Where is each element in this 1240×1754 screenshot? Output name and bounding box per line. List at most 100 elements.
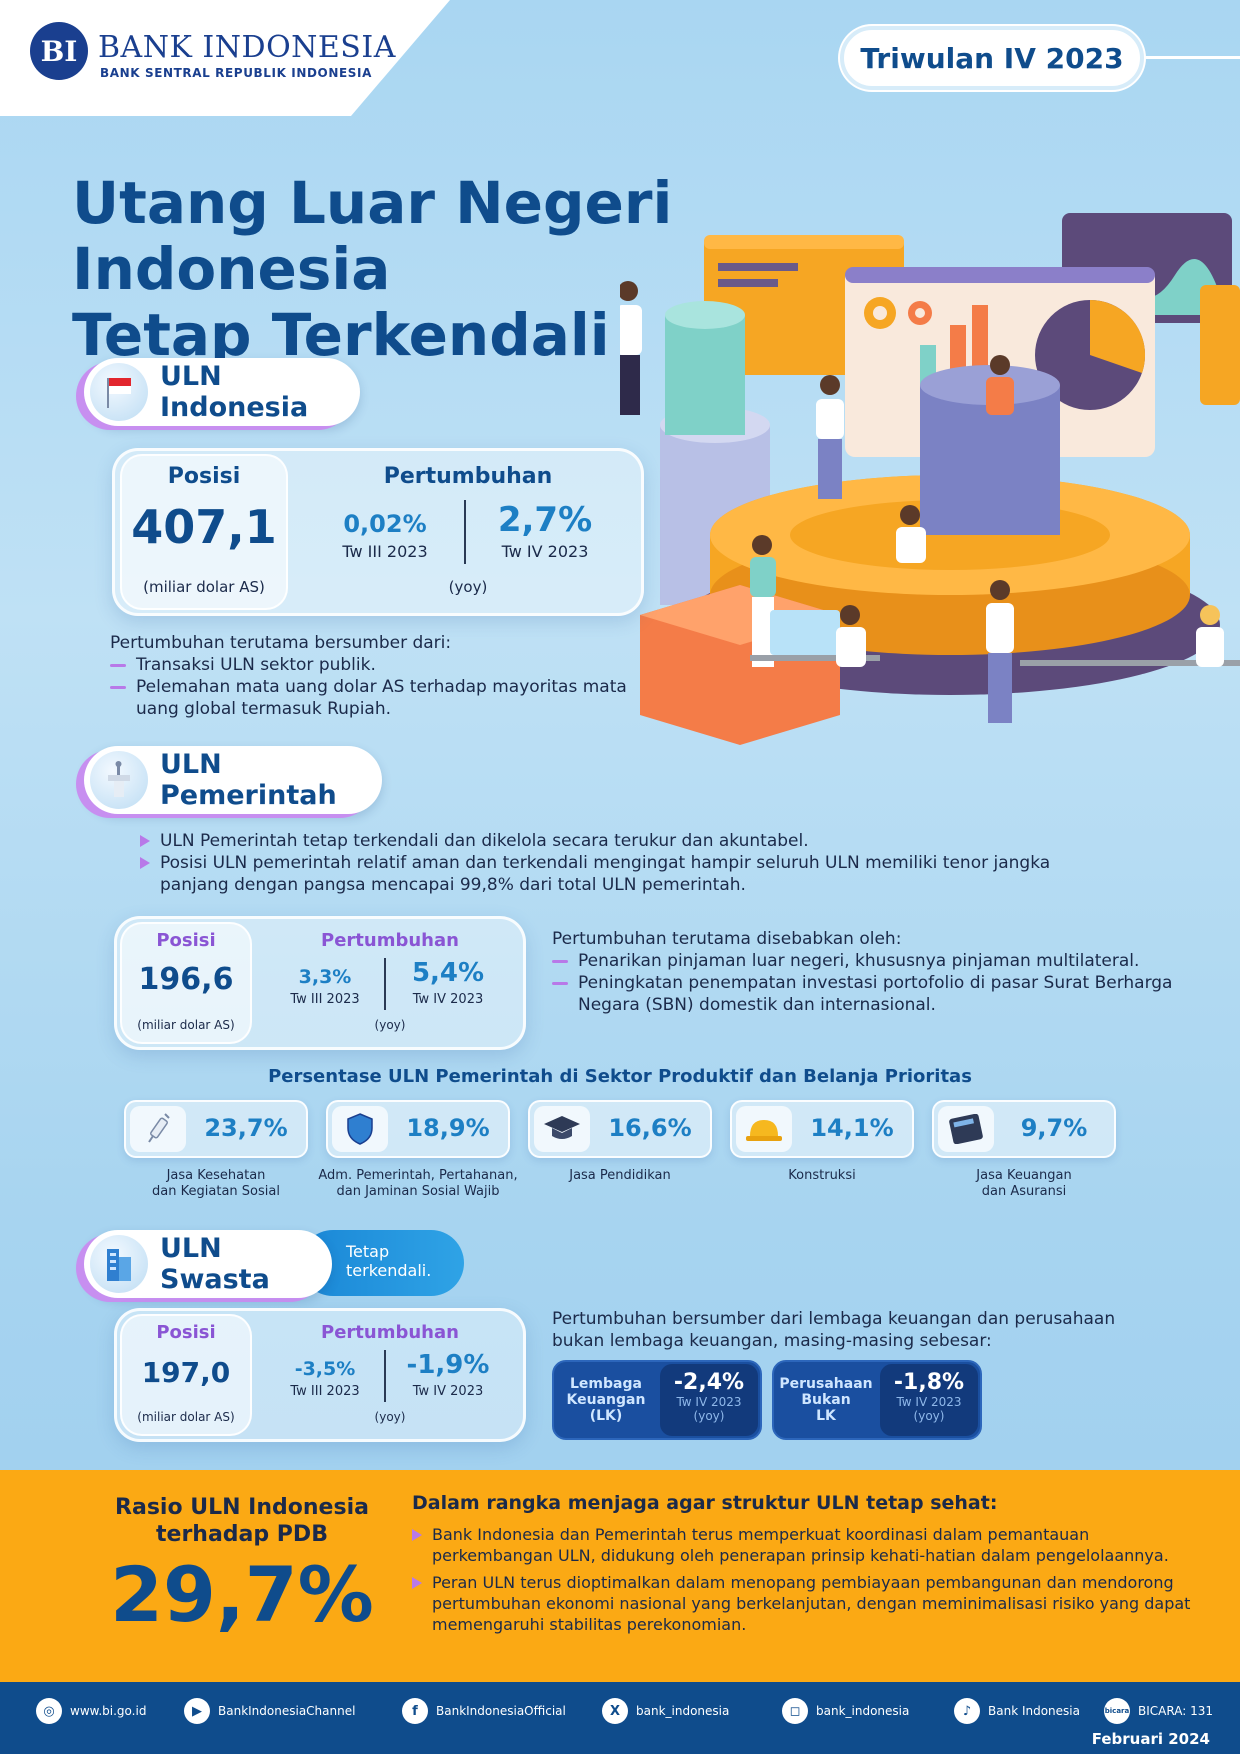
growth-unit: (yoy) (374, 1410, 406, 1424)
footer-website[interactable]: ◎ www.bi.go.id (36, 1698, 146, 1724)
sector-label: Jasa Keuangan dan Asuransi (976, 1168, 1072, 1199)
sector-card-pendidikan: 16,6% (528, 1100, 712, 1158)
section-label: ULN Pemerintah (160, 749, 337, 811)
footer-tiktok[interactable]: ♪ Bank Indonesia (954, 1698, 1080, 1724)
sector-value: 14,1% (810, 1114, 894, 1142)
footer-youtube[interactable]: ▶ BankIndonesiaChannel (184, 1698, 355, 1724)
growth-prev-value: 0,02% (343, 510, 427, 538)
sector-card-kesehatan: 23,7% (124, 1100, 308, 1158)
lk-label: Lembaga Keuangan (LK) (566, 1376, 646, 1424)
sectors-title: Persentase ULN Pemerintah di Sektor Prod… (268, 1066, 972, 1087)
position-label: Posisi (156, 1322, 216, 1343)
footer-instagram[interactable]: ◻ bank_indonesia (782, 1698, 909, 1724)
title-line-2: Tetap Terkendali (72, 301, 610, 369)
lk-box: Lembaga Keuangan (LK) -2,4% Tw IV 2023 (yo… (552, 1360, 762, 1440)
sector-value: 18,9% (406, 1114, 490, 1142)
logo-subtitle: BANK SENTRAL REPUBLIK INDONESIA (100, 66, 372, 80)
growth-divider (384, 958, 386, 1010)
growth-curr-value: 2,7% (497, 500, 593, 540)
footer-bicara[interactable]: bicara BICARA: 131 (1104, 1698, 1213, 1724)
source-item: Transaksi ULN sektor publik. (110, 654, 630, 676)
bank-indonesia-logo-icon: BI (30, 22, 88, 80)
growth-unit: (yoy) (374, 1018, 406, 1032)
ratio-band (0, 1470, 1240, 1682)
calculator-icon (938, 1106, 994, 1152)
x-icon: X (602, 1698, 628, 1724)
non-lk-box: Perusahaan Bukan LK -1,8% Tw IV 2023 (yoy) (772, 1360, 982, 1440)
cause-item: Peningkatan penempatan investasi portofo… (552, 972, 1182, 1016)
tag-line-2: terkendali. (346, 1261, 432, 1280)
podium-icon (90, 751, 148, 809)
growth-prev-period: Tw III 2023 (342, 542, 428, 561)
sector-value: 16,6% (608, 1114, 692, 1142)
footer-date: Februari 2024 (1091, 1730, 1210, 1748)
source-item: Pelemahan mata uang dolar AS terhadap ma… (110, 676, 630, 720)
sources-intro: Pertumbuhan terutama bersumber dari: (110, 633, 452, 653)
office-illustration (620, 213, 1240, 745)
shield-icon (332, 1106, 388, 1152)
tiktok-icon: ♪ (954, 1698, 980, 1724)
uln-indonesia-position-card (120, 454, 288, 610)
growth-curr-period: Tw IV 2023 (412, 1384, 484, 1399)
sector-value: 9,7% (1020, 1114, 1088, 1142)
uln-pemerintah-causes: Pertumbuhan terutama disebabkan oleh: Pe… (552, 928, 1182, 1016)
growth-divider (384, 1350, 386, 1402)
growth-divider (464, 500, 466, 564)
section-label: ULN Swasta (160, 1233, 270, 1295)
section-label: ULN Indonesia (160, 361, 309, 423)
page-title: Utang Luar Negeri Indonesia Tetap Terken… (72, 170, 972, 368)
title-line-1: Utang Luar Negeri Indonesia (72, 169, 673, 303)
non-lk-value-box: -1,8% Tw IV 2023 (yoy) (880, 1364, 978, 1436)
ratio-label: Rasio ULN Indonesia terhadap PDB (115, 1495, 369, 1547)
graduation-cap-icon (534, 1106, 590, 1152)
ratio-value: 29,7% (110, 1550, 374, 1639)
uln-swasta-desc: Pertumbuhan bersumber dari lembaga keuan… (552, 1309, 1116, 1351)
position-label: Posisi (156, 930, 216, 951)
growth-label: Pertumbuhan (383, 464, 553, 489)
growth-curr-value: -1,9% (406, 1350, 490, 1380)
uln-pemerintah-points: ULN Pemerintah tetap terkendali dan dike… (138, 830, 1058, 896)
sector-label: Konstruksi (788, 1168, 856, 1183)
policy-list: Bank Indonesia dan Pemerintah terus memp… (410, 1524, 1200, 1635)
uln-pemerintah-position-card (120, 922, 252, 1044)
position-label: Posisi (167, 464, 241, 489)
growth-prev-value: 3,3% (298, 966, 352, 988)
sector-label: Adm. Pemerintah, Pertahanan, dan Jaminan … (318, 1168, 518, 1199)
sector-card-konstruksi: 14,1% (730, 1100, 914, 1158)
lk-value-box: -2,4% Tw IV 2023 (yoy) (660, 1364, 758, 1436)
sector-label: Jasa Pendidikan (569, 1168, 671, 1183)
growth-prev-period: Tw III 2023 (290, 992, 360, 1007)
syringe-icon (130, 1106, 186, 1152)
facebook-icon: f (402, 1698, 428, 1724)
position-unit: (miliar dolar AS) (137, 1018, 235, 1032)
instagram-icon: ◻ (782, 1698, 808, 1724)
flag-icon (90, 363, 148, 421)
footer-facebook[interactable]: f BankIndonesiaOfficial (402, 1698, 566, 1724)
badge-line (1144, 56, 1240, 59)
growth-label: Pertumbuhan (321, 1322, 459, 1343)
non-lk-label: Perusahaan Bukan LK (779, 1376, 873, 1424)
growth-label: Pertumbuhan (321, 930, 459, 951)
bicara-logo-icon: bicara (1104, 1698, 1130, 1724)
sector-label: Jasa Kesehatan dan Kegiatan Sosial (152, 1168, 280, 1199)
globe-icon: ◎ (36, 1698, 62, 1724)
position-unit: (miliar dolar AS) (137, 1410, 235, 1424)
sector-card-keuangan: 9,7% (932, 1100, 1116, 1158)
cause-item: Penarikan pinjaman luar negeri, khususny… (552, 950, 1182, 972)
uln-swasta-position-card (120, 1314, 252, 1436)
growth-prev-value: -3,5% (294, 1358, 356, 1380)
tag-line-1: Tetap (346, 1242, 390, 1261)
point-item: ULN Pemerintah tetap terkendali dan dike… (138, 830, 1058, 852)
growth-curr-period: Tw IV 2023 (412, 992, 484, 1007)
period-badge: Triwulan IV 2023 (840, 26, 1144, 90)
logo-name: BANK INDONESIA (98, 30, 396, 65)
position-value: 197,0 (141, 1356, 231, 1389)
position-value: 407,1 (131, 500, 277, 554)
policy-item: Peran ULN terus dioptimalkan dalam menop… (410, 1572, 1200, 1635)
growth-curr-period: Tw IV 2023 (501, 542, 589, 561)
causes-intro: Pertumbuhan terutama disebabkan oleh: (552, 929, 902, 949)
position-unit: (miliar dolar AS) (143, 578, 265, 596)
growth-unit: (yoy) (448, 578, 488, 596)
point-item: Posisi ULN pemerintah relatif aman dan t… (138, 852, 1058, 896)
